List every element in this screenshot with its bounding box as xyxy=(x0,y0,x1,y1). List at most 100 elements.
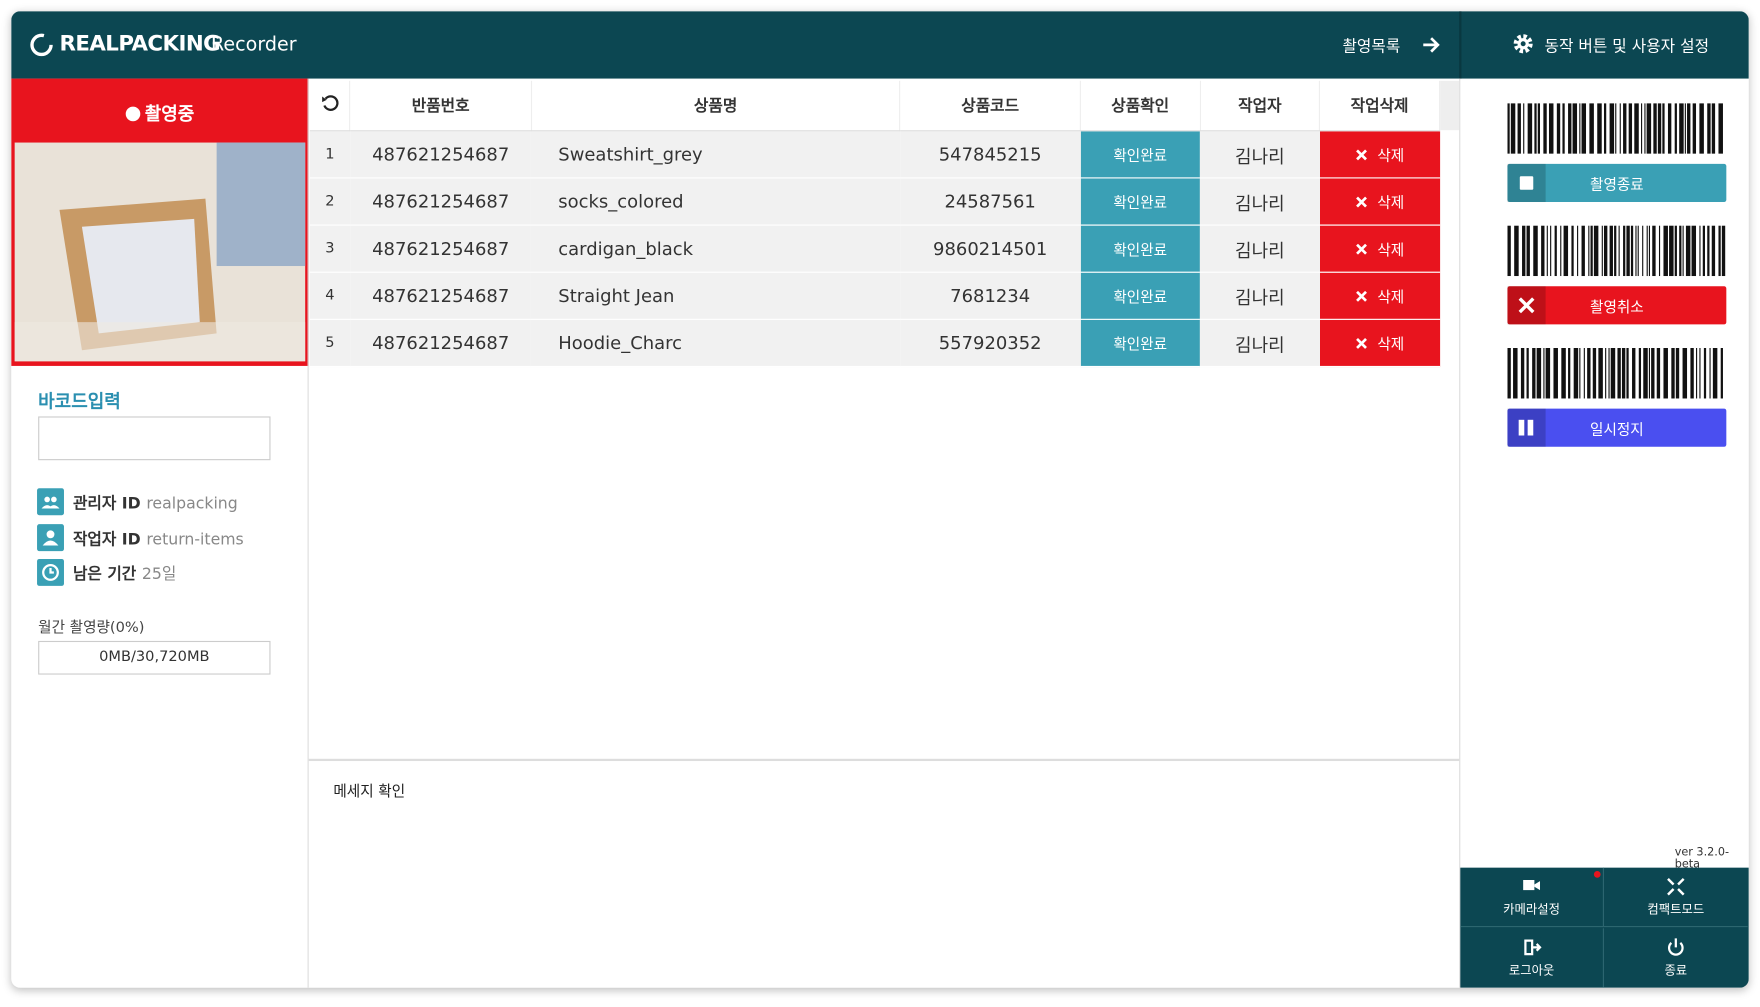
table-row: 4 487621254687 Straight Jean 7681234 확인완료 김나리… xyxy=(309,272,1440,320)
settings-link[interactable]: 동작 버튼 및 사용자 설정 xyxy=(1544,38,1710,57)
confirm-status[interactable]: 확인완료 xyxy=(1080,225,1201,273)
delete-text: 삭제 xyxy=(1377,289,1405,307)
cell: 487621254687 xyxy=(350,130,532,179)
info-label: 관리자 ID xyxy=(72,495,141,513)
confirm-status[interactable]: 확인완료 xyxy=(1080,272,1201,320)
cell: 557920352 xyxy=(899,319,1081,368)
divider xyxy=(1459,78,1461,988)
delete-text: 삭제 xyxy=(1377,148,1405,166)
cell: socks_colored xyxy=(531,177,900,226)
column-header: 상품명 xyxy=(531,80,901,132)
menu-label: 종료 xyxy=(1664,962,1688,978)
confirm-status[interactable]: 확인완료 xyxy=(1080,177,1201,226)
info-value: 25일 xyxy=(141,565,177,584)
divider xyxy=(1459,11,1462,79)
table-row: 3 487621254687 cardigan_black 9860214501 확인완… xyxy=(309,225,1440,273)
action-icon xyxy=(1507,163,1546,203)
cell: Straight Jean xyxy=(531,272,900,320)
info-label: 작업자 ID xyxy=(72,530,141,549)
notice-dot xyxy=(1593,871,1601,878)
recorder-panel: 촬영중 xyxy=(11,78,309,366)
delete-text: 삭제 xyxy=(1377,195,1405,213)
delete-button[interactable]: 삭제 xyxy=(1319,319,1440,368)
table-wrap: 반품번호 상품명 상품코드 상품확인 작업자 작업삭제 1 487621254687 Sweat… xyxy=(309,80,1441,368)
column-header: 상품코드 xyxy=(899,80,1081,132)
action-button[interactable]: 촬영취소 xyxy=(1507,286,1727,325)
menu-item[interactable]: 카메라설정 xyxy=(1460,867,1604,928)
menu-item[interactable]: 컴팩트모드 xyxy=(1603,868,1748,928)
column-header: 반품번호 xyxy=(350,80,532,132)
message-title: 메세지 확인 xyxy=(333,783,406,801)
info-value: realpacking xyxy=(146,495,238,513)
cell: Sweatshirt_grey xyxy=(531,130,900,179)
info-icon xyxy=(37,488,64,516)
gear-icon xyxy=(1513,34,1533,54)
barcode-label: 바코드입력 xyxy=(38,390,121,412)
confirm-status[interactable]: 확인완료 xyxy=(1080,130,1201,179)
action-icon xyxy=(1507,286,1546,325)
cell: 487621254687 xyxy=(350,225,532,273)
menu-label: 로그아웃 xyxy=(1508,962,1555,978)
action-label: 촬영종료 xyxy=(1590,176,1644,194)
cell: 김나리 xyxy=(1200,177,1320,226)
menu-item[interactable]: 로그아웃 xyxy=(1460,927,1604,988)
table-body: 1 487621254687 Sweatshirt_grey 547845215 확인완… xyxy=(309,130,1440,368)
divider xyxy=(308,758,1460,762)
refresh[interactable] xyxy=(309,80,351,132)
barcode xyxy=(1507,347,1726,403)
app-window: REALPACKING Recorder 촬영목록 동작 버튼 및 사용자 설정… xyxy=(11,11,1749,988)
cell: 2 xyxy=(309,177,351,226)
menu-label: 컴팩트모드 xyxy=(1647,901,1705,917)
header: REALPACKING Recorder 촬영목록 동작 버튼 및 사용자 설정 xyxy=(11,11,1749,79)
cell: 24587561 xyxy=(899,177,1081,226)
action-icon xyxy=(1507,408,1546,447)
cell: 487621254687 xyxy=(350,272,532,320)
info-label: 남은 기간 xyxy=(72,565,137,584)
info-icon xyxy=(37,558,64,586)
table-row: 5 487621254687 Hoodie_Charc 557920352 확인완료 김나… xyxy=(309,319,1440,368)
cell: 김나리 xyxy=(1200,225,1320,273)
info-value: return-items xyxy=(146,530,244,549)
header-row: 반품번호 상품명 상품코드 상품확인 작업자 작업삭제 xyxy=(309,80,1441,132)
info-icon xyxy=(37,523,64,551)
cell: 487621254687 xyxy=(350,319,532,368)
menu-item[interactable]: 종료 xyxy=(1604,928,1748,987)
delete-button[interactable]: 삭제 xyxy=(1319,225,1440,273)
status-text: 촬영중 xyxy=(144,103,195,125)
table-row: 2 487621254687 socks_colored 24587561 확인완료 김나… xyxy=(309,177,1440,226)
cell: 7681234 xyxy=(899,272,1081,320)
delete-button[interactable]: 삭제 xyxy=(1319,130,1440,179)
column-header: 작업삭제 xyxy=(1319,80,1441,132)
action-label: 촬영취소 xyxy=(1590,299,1644,316)
confirm-status[interactable]: 확인완료 xyxy=(1080,319,1201,368)
cell: 547845215 xyxy=(899,130,1081,179)
action-button[interactable]: 일시정지 xyxy=(1507,408,1727,447)
cell: 9860214501 xyxy=(899,225,1081,273)
menu-label: 카메라설정 xyxy=(1503,901,1560,917)
return-table: 반품번호 상품명 상품코드 상품확인 작업자 작업삭제 1 487621254687 Sweat… xyxy=(309,80,1441,368)
delete-button[interactable]: 삭제 xyxy=(1319,272,1440,320)
usage-box: 0MB/30,720MB xyxy=(38,640,271,675)
column-header: 작업자 xyxy=(1200,80,1321,132)
cell: cardigan_black xyxy=(531,225,900,273)
cell: 4 xyxy=(309,272,351,320)
info-row: 관리자 ID realpacking xyxy=(73,492,238,514)
cell: 3 xyxy=(309,225,351,273)
usage-label: 월간 촬영량(0%) xyxy=(38,619,145,637)
action-label: 일시정지 xyxy=(1590,421,1644,439)
delete-text: 삭제 xyxy=(1377,336,1405,354)
barcode-input[interactable] xyxy=(38,416,271,461)
cell: 김나리 xyxy=(1200,272,1320,320)
nav-link[interactable]: 촬영목록 xyxy=(1342,38,1401,57)
info-row: 남은 기간 25일 xyxy=(73,562,176,584)
barcode xyxy=(1507,103,1726,158)
delete-button[interactable]: 삭제 xyxy=(1319,177,1440,226)
column-header: 상품확인 xyxy=(1080,80,1201,132)
app-name: Recorder xyxy=(211,33,297,57)
action-button[interactable]: 촬영종료 xyxy=(1507,163,1727,203)
brand: REALPACKING xyxy=(59,31,221,57)
cell: 1 xyxy=(309,130,351,179)
